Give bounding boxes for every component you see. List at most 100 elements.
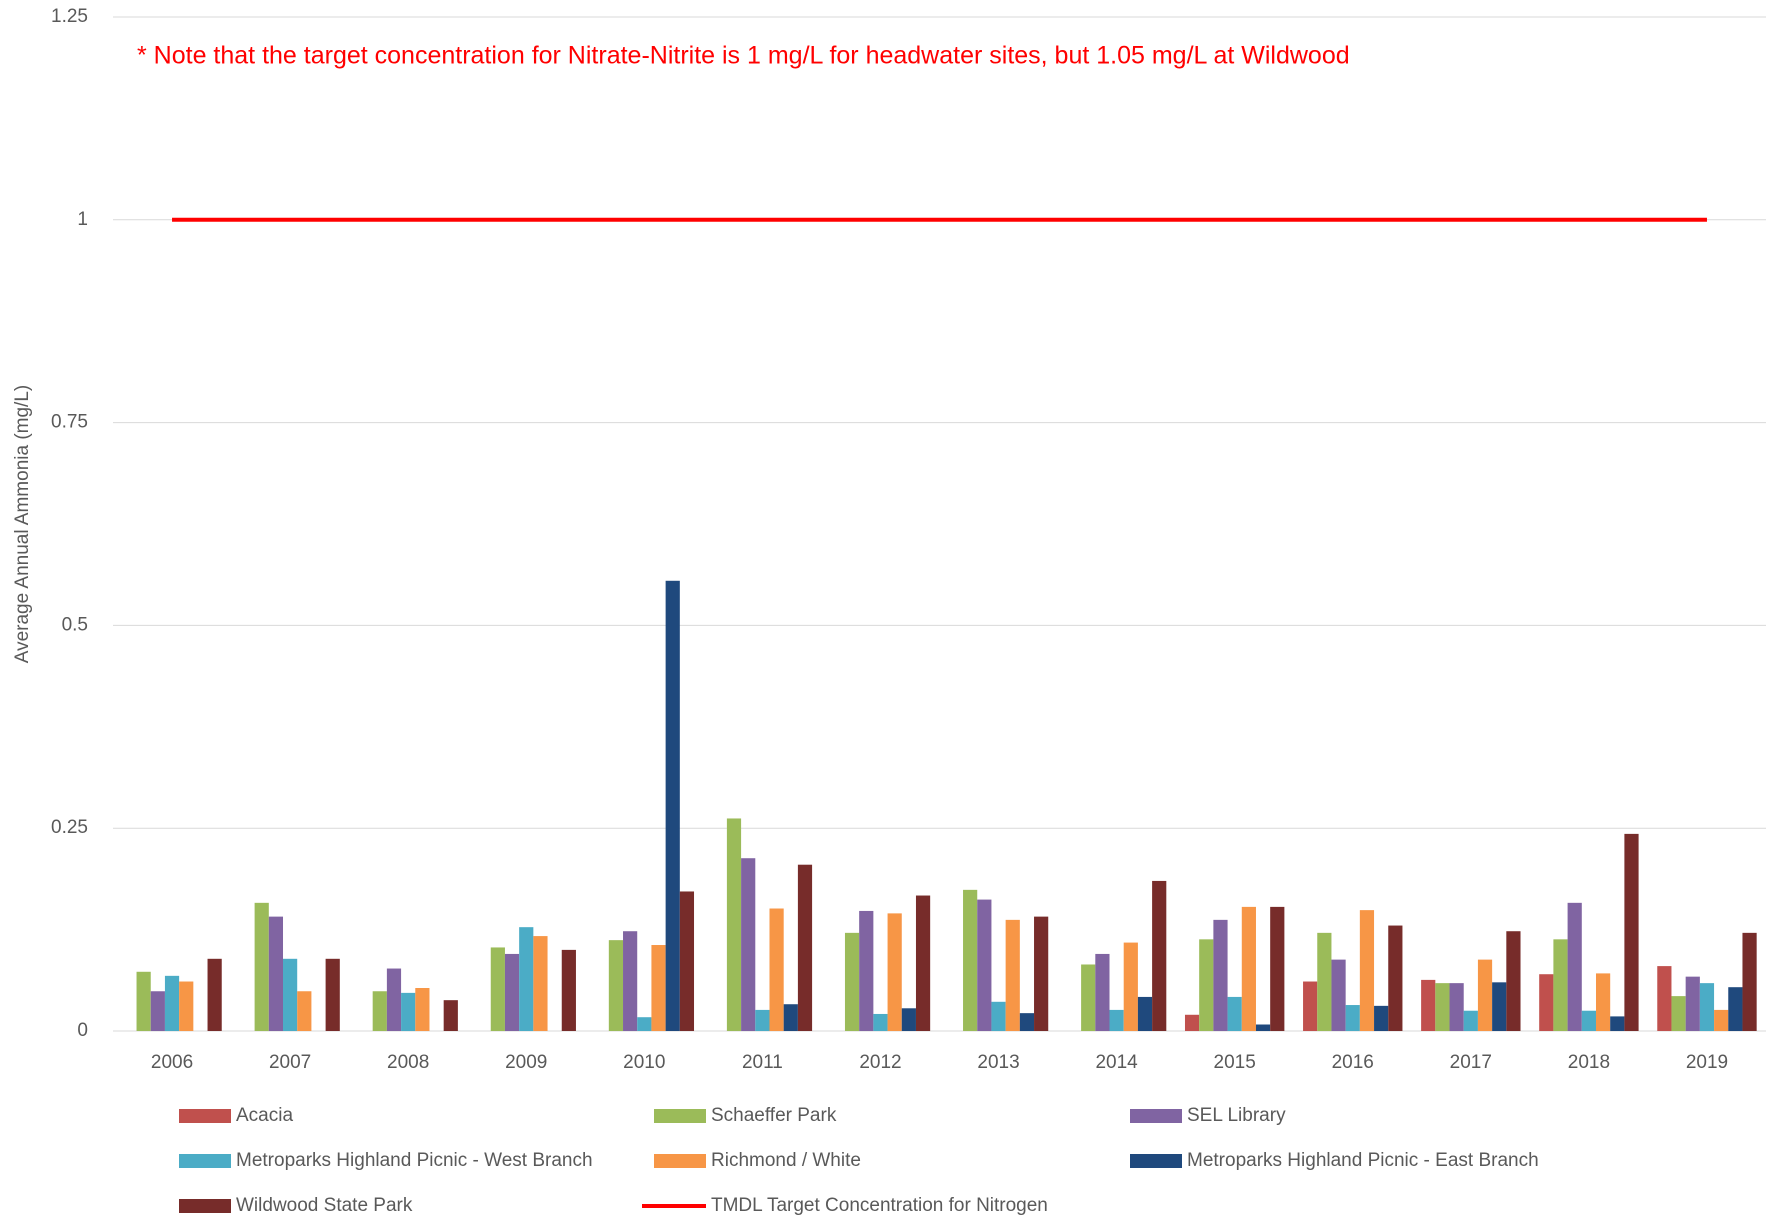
x-tick-label: 2018: [1568, 1052, 1610, 1073]
bar: [1477, 959, 1493, 1031]
bar: [207, 958, 222, 1031]
bar: [844, 932, 860, 1031]
bar: [608, 940, 624, 1031]
bar: [1255, 1024, 1271, 1031]
bar: [1109, 1009, 1124, 1031]
y-tick-label: 0: [77, 1020, 88, 1041]
bar: [859, 910, 874, 1031]
bar: [1137, 996, 1153, 1031]
bar: [1005, 919, 1020, 1031]
legend-marker: [179, 1154, 231, 1168]
bar: [741, 858, 756, 1031]
bar: [873, 1013, 888, 1031]
bar: [991, 1001, 1006, 1031]
x-tick-label: 2014: [1095, 1052, 1138, 1073]
bar: [164, 975, 180, 1031]
bar: [726, 818, 742, 1031]
legend-marker: [179, 1199, 231, 1213]
bar: [1270, 906, 1285, 1031]
bar: [651, 945, 666, 1031]
bar: [297, 991, 312, 1031]
bar: [1317, 932, 1332, 1031]
y-axis-label: Average Annual Ammonia (mg/L): [12, 385, 33, 663]
x-tick-label: 2011: [742, 1052, 783, 1073]
bar: [769, 908, 784, 1031]
bar: [504, 953, 520, 1031]
legend-label: SEL Library: [1187, 1105, 1286, 1126]
bar: [519, 927, 534, 1031]
bar: [637, 1017, 652, 1031]
bar: [1213, 919, 1228, 1031]
bar: [561, 949, 576, 1031]
legend-label: Wildwood State Park: [236, 1195, 413, 1216]
x-tick-label: 2012: [859, 1052, 901, 1073]
bar: [372, 991, 387, 1031]
bar: [1671, 996, 1686, 1031]
bar: [915, 895, 931, 1031]
bar: [679, 891, 695, 1031]
y-tick-label: 0.25: [51, 817, 88, 838]
bar: [1624, 833, 1639, 1031]
bar: [963, 889, 978, 1031]
bar: [1019, 1013, 1035, 1031]
legend-marker: [179, 1109, 231, 1123]
bar: [1581, 1010, 1596, 1031]
bar: [1742, 932, 1757, 1031]
bar: [1567, 902, 1582, 1031]
x-tick-label: 2010: [623, 1052, 665, 1073]
bar: [1199, 939, 1214, 1031]
bar: [1728, 987, 1743, 1031]
bar: [1553, 939, 1568, 1031]
bar: [901, 1008, 916, 1031]
legend-marker: [654, 1154, 706, 1168]
legend-label: TMDL Target Concentration for Nitrogen: [711, 1195, 1048, 1216]
legend-marker: [1130, 1109, 1182, 1123]
legend-label: Metroparks Highland Picnic - East Branch: [1187, 1150, 1539, 1171]
bar: [1463, 1010, 1478, 1031]
bar: [1331, 959, 1346, 1031]
bar: [386, 968, 402, 1031]
bar: [1345, 1005, 1360, 1031]
legend-label: Richmond / White: [711, 1150, 861, 1171]
y-tick-label: 1.25: [51, 6, 88, 27]
bar: [1595, 973, 1611, 1031]
x-tick-label: 2006: [151, 1052, 193, 1073]
bar: [283, 958, 298, 1031]
bar: [268, 916, 284, 1031]
bar: [1227, 996, 1242, 1031]
bar: [254, 902, 269, 1031]
bar: [1359, 910, 1375, 1031]
x-tick-label: 2009: [505, 1052, 547, 1073]
bar: [325, 958, 340, 1031]
bar: [665, 580, 680, 1031]
y-tick-label: 0.5: [62, 614, 88, 635]
legend-label: Schaeffer Park: [711, 1105, 837, 1126]
bar: [1657, 966, 1672, 1031]
x-tick-label: 2007: [269, 1052, 311, 1073]
bar: [1435, 983, 1450, 1031]
bar: [179, 981, 194, 1031]
bar: [1610, 1016, 1625, 1031]
bar: [1506, 931, 1521, 1031]
bar: [797, 864, 813, 1031]
y-tick-label: 0.75: [51, 412, 88, 433]
legend-marker: [654, 1109, 706, 1123]
bar: [1492, 982, 1507, 1031]
bar: [1421, 979, 1436, 1031]
x-tick-label: 2015: [1214, 1052, 1256, 1073]
x-tick-label: 2008: [387, 1052, 429, 1073]
bar: [1449, 983, 1464, 1031]
bar: [150, 991, 165, 1031]
bar: [1685, 976, 1700, 1031]
x-tick-label: 2017: [1450, 1052, 1492, 1073]
x-tick-label: 2013: [977, 1052, 1019, 1073]
legend-label: Acacia: [236, 1105, 293, 1126]
bar: [1184, 1014, 1200, 1031]
bar: [1374, 1005, 1389, 1031]
bar: [136, 971, 151, 1031]
bar: [1123, 942, 1138, 1031]
legend-label: Metroparks Highland Picnic - West Branch: [236, 1150, 593, 1171]
bar: [1539, 974, 1554, 1031]
annotation: * Note that the target concentration for…: [137, 42, 1350, 70]
